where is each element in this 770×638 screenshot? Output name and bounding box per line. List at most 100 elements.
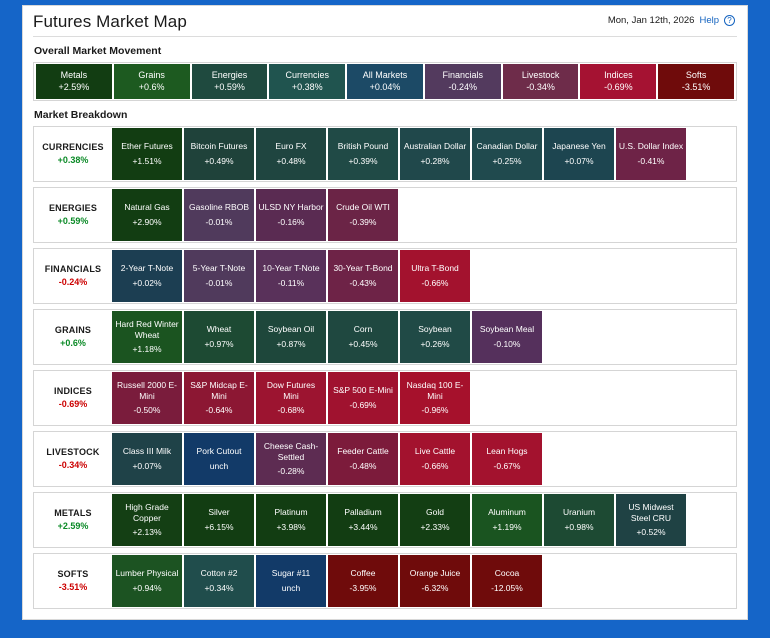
tile-label: Indices xyxy=(604,70,633,81)
market-tile[interactable]: Euro FX +0.48% xyxy=(256,128,326,180)
group-label-cell[interactable]: METALS +2.59% xyxy=(36,494,110,546)
overall-tile[interactable]: Softs -3.51% xyxy=(658,64,735,99)
tile-value: -0.96% xyxy=(421,405,449,416)
market-tile[interactable]: Feeder Cattle -0.48% xyxy=(328,433,398,485)
group-label-cell[interactable]: GRAINS +0.6% xyxy=(36,311,110,363)
market-tile[interactable]: Soybean +0.26% xyxy=(400,311,470,363)
market-tile[interactable]: Pork Cutout unch xyxy=(184,433,254,485)
tile-label: Financials xyxy=(442,70,484,81)
market-tile[interactable]: Gold +2.33% xyxy=(400,494,470,546)
group-label-cell[interactable]: FINANCIALS -0.24% xyxy=(36,250,110,302)
market-tile[interactable]: Silver +6.15% xyxy=(184,494,254,546)
market-tile[interactable]: Nasdaq 100 E-Mini -0.96% xyxy=(400,372,470,424)
market-tile[interactable]: Bitcoin Futures +0.49% xyxy=(184,128,254,180)
tile-value: +3.98% xyxy=(276,521,306,532)
overall-tile[interactable]: Livestock -0.34% xyxy=(502,64,579,99)
overall-tile[interactable]: Metals +2.59% xyxy=(36,64,112,99)
market-tile[interactable]: Hard Red Winter Wheat +1.18% xyxy=(112,311,182,363)
market-tile[interactable]: Gasoline RBOB -0.01% xyxy=(184,189,254,241)
market-tile[interactable]: Orange Juice -6.32% xyxy=(400,555,470,607)
market-tile[interactable]: High Grade Copper +2.13% xyxy=(112,494,182,546)
tile-label: Australian Dollar xyxy=(403,141,467,152)
tile-label: S&P Midcap E-Mini xyxy=(190,379,248,401)
group-label-cell[interactable]: INDICES -0.69% xyxy=(36,372,110,424)
tile-value: +0.97% xyxy=(204,338,234,349)
market-tile[interactable]: Palladium +3.44% xyxy=(328,494,398,546)
market-tile[interactable]: S&P Midcap E-Mini -0.64% xyxy=(184,372,254,424)
group-label-cell[interactable]: SOFTS -3.51% xyxy=(36,555,110,607)
market-tile[interactable]: S&P 500 E-Mini -0.69% xyxy=(328,372,398,424)
tile-label: High Grade Copper xyxy=(125,501,169,523)
tile-label: Dow Futures Mini xyxy=(266,379,316,401)
market-tile[interactable]: U.S. Dollar Index -0.41% xyxy=(616,128,686,180)
market-tile[interactable]: Sugar #11 unch xyxy=(256,555,326,607)
market-tile[interactable]: Corn +0.45% xyxy=(328,311,398,363)
market-tile[interactable]: Platinum +3.98% xyxy=(256,494,326,546)
market-tile[interactable]: Crude Oil WTI -0.39% xyxy=(328,189,398,241)
tile-label: Grains xyxy=(138,70,165,81)
overall-tile[interactable]: All Markets +0.04% xyxy=(347,64,423,99)
market-tile[interactable]: Japanese Yen +0.07% xyxy=(544,128,614,180)
market-tile[interactable]: 2-Year T-Note +0.02% xyxy=(112,250,182,302)
market-tile[interactable]: Cheese Cash-Settled -0.28% xyxy=(256,433,326,485)
market-tile[interactable]: 30-Year T-Bond -0.43% xyxy=(328,250,398,302)
group-tiles: Lumber Physical +0.94% Cotton #2 +0.34% Suga… xyxy=(111,555,735,607)
market-tile[interactable]: Soybean Meal -0.10% xyxy=(472,311,542,363)
tile-value: -6.32% xyxy=(421,582,449,593)
overall-tile[interactable]: Currencies +0.38% xyxy=(269,64,346,99)
overall-tile[interactable]: Energies +0.59% xyxy=(191,64,268,99)
market-tile[interactable]: Lean Hogs -0.67% xyxy=(472,433,542,485)
breakdown-row: LIVESTOCK -0.34% Class III Milk +0.07% Pork … xyxy=(33,431,737,487)
tile-value: +0.6% xyxy=(138,81,165,92)
market-tile[interactable]: Ether Futures +1.51% xyxy=(112,128,182,180)
overall-tile[interactable]: Financials -0.24% xyxy=(424,64,501,99)
help-link[interactable]: Help xyxy=(699,15,719,26)
market-tile[interactable]: 10-Year T-Note -0.11% xyxy=(256,250,326,302)
tile-label: S&P 500 E-Mini xyxy=(333,385,393,396)
market-tile[interactable]: 5-Year T-Note -0.01% xyxy=(184,250,254,302)
tile-value: -0.69% xyxy=(349,399,377,410)
market-tile[interactable]: Russell 2000 E-Mini -0.50% xyxy=(112,372,182,424)
market-tile[interactable]: Canadian Dollar +0.25% xyxy=(472,128,542,180)
market-tile[interactable]: Coffee -3.95% xyxy=(328,555,398,607)
market-tile[interactable]: Soybean Oil +0.87% xyxy=(256,311,326,363)
group-tiles: High Grade Copper +2.13% Silver +6.15% Plati… xyxy=(111,494,735,546)
overall-tile[interactable]: Grains +0.6% xyxy=(113,64,190,99)
group-tiles: Hard Red Winter Wheat +1.18% Wheat +0.97% So… xyxy=(111,311,735,363)
tile-label: Silver xyxy=(208,507,230,518)
market-tile[interactable]: US Midwest Steel CRU +0.52% xyxy=(616,494,686,546)
group-label-cell[interactable]: ENERGIES +0.59% xyxy=(36,189,110,241)
tile-value: +2.33% xyxy=(420,521,450,532)
group-name: FINANCIALS xyxy=(44,263,102,274)
breakdown-row: GRAINS +0.6% Hard Red Winter Wheat +1.18% Wh… xyxy=(33,309,737,365)
market-tile[interactable]: Natural Gas +2.90% xyxy=(112,189,182,241)
overall-tile[interactable]: Indices -0.69% xyxy=(580,64,657,99)
market-tile[interactable]: Australian Dollar +0.28% xyxy=(400,128,470,180)
market-tile[interactable]: Cotton #2 +0.34% xyxy=(184,555,254,607)
market-tile[interactable]: Lumber Physical +0.94% xyxy=(112,555,182,607)
tile-value: +0.07% xyxy=(564,155,594,166)
market-tile[interactable]: Ultra T-Bond -0.66% xyxy=(400,250,470,302)
question-mark-icon[interactable]: ? xyxy=(724,15,735,26)
group-label-cell[interactable]: LIVESTOCK -0.34% xyxy=(36,433,110,485)
tile-label: Sugar #11 xyxy=(271,568,311,579)
tile-label: Gold xyxy=(426,507,444,518)
tile-label: Crude Oil WTI xyxy=(336,202,390,213)
market-tile[interactable]: Uranium +0.98% xyxy=(544,494,614,546)
breakdown-row: CURRENCIES +0.38% Ether Futures +1.51% Bitco… xyxy=(33,126,737,182)
market-tile[interactable]: Wheat +0.97% xyxy=(184,311,254,363)
market-tile[interactable]: ULSD NY Harbor -0.16% xyxy=(256,189,326,241)
market-tile[interactable]: British Pound +0.39% xyxy=(328,128,398,180)
tile-value: +0.25% xyxy=(492,155,522,166)
tile-label: Cotton #2 xyxy=(200,568,238,579)
market-tile[interactable]: Cocoa -12.05% xyxy=(472,555,542,607)
market-tile[interactable]: Dow Futures Mini -0.68% xyxy=(256,372,326,424)
tile-value: unch xyxy=(281,582,301,593)
tile-value: +6.15% xyxy=(204,521,234,532)
group-label-cell[interactable]: CURRENCIES +0.38% xyxy=(36,128,110,180)
tile-label: Softs xyxy=(685,70,707,81)
tile-value: -3.51% xyxy=(681,81,711,92)
market-tile[interactable]: Live Cattle -0.66% xyxy=(400,433,470,485)
market-tile[interactable]: Aluminum +1.19% xyxy=(472,494,542,546)
market-tile[interactable]: Class III Milk +0.07% xyxy=(112,433,182,485)
